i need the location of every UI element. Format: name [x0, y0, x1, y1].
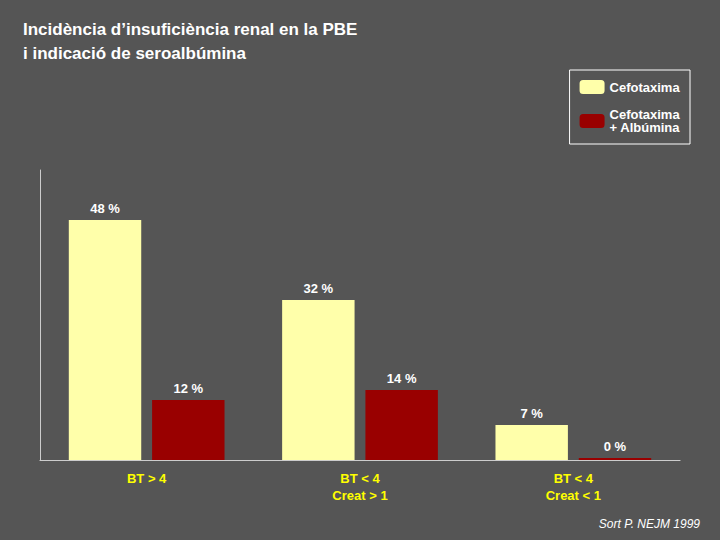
- svg-text:48 %: 48 %: [90, 201, 120, 216]
- svg-text:Cefotaxima: Cefotaxima: [610, 80, 681, 95]
- svg-text:Cefotaxima: Cefotaxima: [609, 107, 680, 122]
- svg-text:BT < 4: BT < 4: [340, 471, 380, 486]
- svg-text:BT < 4: BT < 4: [554, 471, 594, 486]
- svg-text:Sort P. NEJM 1999: Sort P. NEJM 1999: [599, 517, 700, 531]
- svg-text:+ Albúmina: + Albúmina: [610, 120, 681, 135]
- svg-text:32 %: 32 %: [304, 281, 334, 296]
- svg-text:Creat < 1: Creat < 1: [546, 488, 601, 503]
- svg-text:0 %: 0 %: [604, 439, 627, 454]
- svg-text:12 %: 12 %: [173, 381, 203, 396]
- svg-text:14 %: 14 %: [387, 371, 417, 386]
- svg-text:Creat > 1: Creat > 1: [332, 488, 387, 503]
- svg-text:BT > 4: BT > 4: [127, 471, 167, 486]
- svg-text:i indicació de seroalbúmina: i indicació de seroalbúmina: [23, 44, 246, 63]
- svg-text:Incidència d’insuficiència ren: Incidència d’insuficiència renal en la P…: [23, 20, 357, 39]
- svg-text:7 %: 7 %: [520, 406, 543, 421]
